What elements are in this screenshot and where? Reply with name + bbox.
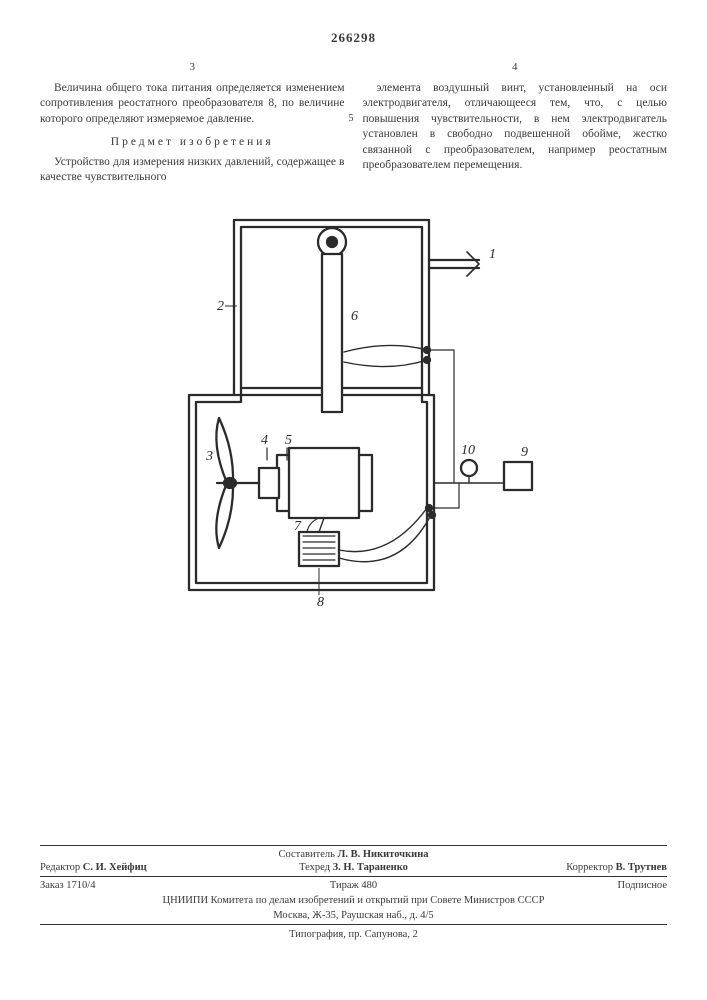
diagram-container: 1 2 3 4 5 6 7 8 9 10	[40, 200, 667, 630]
left-col-number: 3	[40, 60, 345, 75]
compiler-line: Составитель Л. В. Никиточкина	[40, 849, 667, 860]
svg-text:3: 3	[205, 449, 213, 464]
techred-line: Техред З. Н. Тараненко	[252, 862, 454, 873]
corrector-line: Корректор В. Трутнев	[465, 862, 667, 873]
svg-text:8: 8	[317, 595, 324, 610]
device-diagram: 1 2 3 4 5 6 7 8 9 10	[159, 200, 549, 630]
left-column: 3 Величина общего тока питания определяе…	[40, 60, 345, 190]
footer-rule-1	[40, 845, 667, 846]
right-col-number: 4	[363, 60, 668, 75]
footer-rule-3	[40, 924, 667, 925]
text-columns: 3 Величина общего тока питания определяе…	[40, 60, 667, 190]
svg-text:5: 5	[285, 433, 292, 448]
footer: Составитель Л. В. Никиточкина Редактор С…	[40, 842, 667, 940]
editor-line: Редактор С. И. Хейфиц	[40, 862, 242, 873]
podpisnoe: Подписное	[465, 880, 667, 891]
doc-number: 266298	[40, 30, 667, 46]
left-para-2: Устройство для измерения низких давлений…	[40, 155, 345, 186]
line-number: 5	[349, 112, 354, 126]
svg-text:4: 4	[261, 433, 268, 448]
svg-text:10: 10	[461, 443, 475, 458]
tirage: Тираж 480	[252, 880, 454, 891]
svg-text:7: 7	[294, 519, 302, 534]
order-number: Заказ 1710/4	[40, 880, 242, 891]
svg-text:2: 2	[217, 299, 224, 314]
org-line: ЦНИИПИ Комитета по делам изобретений и о…	[40, 895, 667, 906]
right-para-1: элемента воздушный винт, установленный н…	[363, 81, 668, 174]
footer-rule-2	[40, 876, 667, 877]
left-para-1: Величина общего тока питания определяетс…	[40, 81, 345, 128]
svg-text:6: 6	[351, 309, 358, 324]
addr-line: Москва, Ж-35, Раушская наб., д. 4/5	[40, 910, 667, 921]
subject-heading: Предмет изобретения	[40, 135, 345, 151]
svg-text:1: 1	[489, 247, 496, 262]
svg-text:9: 9	[521, 445, 528, 460]
typography-line: Типография, пр. Сапунова, 2	[40, 929, 667, 940]
right-column: 4 5 элемента воздушный винт, установленн…	[363, 60, 668, 190]
